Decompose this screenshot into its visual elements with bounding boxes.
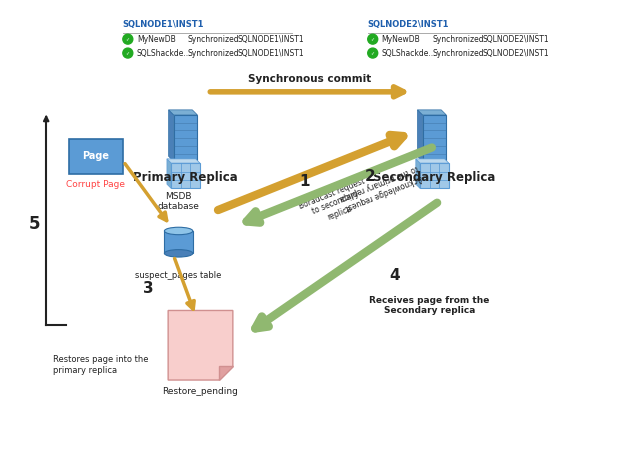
Text: MSDB
database: MSDB database bbox=[158, 192, 200, 211]
Polygon shape bbox=[416, 159, 420, 189]
Text: Synchronized: Synchronized bbox=[432, 49, 484, 58]
Text: MyNewDB: MyNewDB bbox=[382, 35, 421, 44]
Text: ✓: ✓ bbox=[371, 51, 375, 55]
Text: suspect_pages table: suspect_pages table bbox=[135, 271, 222, 280]
Polygon shape bbox=[168, 310, 233, 380]
Polygon shape bbox=[168, 110, 173, 161]
Text: Page: Page bbox=[82, 152, 109, 161]
Text: SQLNODE2\INST1: SQLNODE2\INST1 bbox=[368, 20, 449, 29]
Text: Corrupt Page: Corrupt Page bbox=[67, 180, 125, 189]
Circle shape bbox=[123, 48, 133, 58]
Circle shape bbox=[368, 48, 378, 58]
Polygon shape bbox=[417, 110, 422, 161]
Text: SQLNODE2\INST1: SQLNODE2\INST1 bbox=[482, 35, 549, 44]
Ellipse shape bbox=[164, 249, 193, 257]
Text: ✓: ✓ bbox=[126, 37, 130, 41]
Text: 1: 1 bbox=[300, 174, 310, 189]
Ellipse shape bbox=[164, 227, 193, 235]
Polygon shape bbox=[167, 159, 171, 189]
FancyBboxPatch shape bbox=[420, 163, 449, 189]
Text: MyNewDB: MyNewDB bbox=[137, 35, 175, 44]
Text: ✓: ✓ bbox=[371, 37, 375, 41]
Circle shape bbox=[368, 34, 378, 44]
Text: Synchronous commit: Synchronous commit bbox=[248, 74, 372, 84]
Text: Restore_pending: Restore_pending bbox=[163, 387, 238, 396]
Text: Synchronized: Synchronized bbox=[188, 35, 239, 44]
Text: 3: 3 bbox=[144, 281, 154, 296]
Polygon shape bbox=[168, 110, 197, 115]
FancyBboxPatch shape bbox=[422, 115, 446, 161]
Text: SQLShackde...: SQLShackde... bbox=[382, 49, 436, 58]
Bar bbox=[164, 231, 193, 253]
FancyBboxPatch shape bbox=[171, 163, 200, 189]
Text: SQLNODE2\INST1: SQLNODE2\INST1 bbox=[482, 49, 549, 58]
Polygon shape bbox=[219, 366, 233, 380]
Text: 4: 4 bbox=[389, 268, 400, 283]
Text: 2: 2 bbox=[364, 169, 375, 184]
Polygon shape bbox=[417, 110, 446, 115]
Text: Acknowledge request
to the primary replica: Acknowledge request to the primary repli… bbox=[339, 163, 424, 212]
Text: Primary Replica: Primary Replica bbox=[133, 171, 238, 184]
Text: Synchronized: Synchronized bbox=[188, 49, 239, 58]
FancyBboxPatch shape bbox=[69, 139, 124, 174]
Polygon shape bbox=[416, 159, 449, 163]
Polygon shape bbox=[167, 159, 200, 163]
Text: Receives page from the
Secondary replica: Receives page from the Secondary replica bbox=[369, 295, 490, 315]
Text: SQLNODE1\INST1: SQLNODE1\INST1 bbox=[123, 20, 204, 29]
Circle shape bbox=[123, 34, 133, 44]
Text: ✓: ✓ bbox=[126, 51, 130, 55]
Text: SQLNODE1\INST1: SQLNODE1\INST1 bbox=[237, 49, 304, 58]
Text: SQLNODE1\INST1: SQLNODE1\INST1 bbox=[237, 35, 304, 44]
Text: Boradcast request
to secondary
replica: Boradcast request to secondary replica bbox=[297, 176, 374, 230]
FancyBboxPatch shape bbox=[173, 115, 197, 161]
Text: Restores page into the
primary replica: Restores page into the primary replica bbox=[53, 355, 149, 375]
Text: 5: 5 bbox=[29, 215, 40, 233]
Text: Synchronized: Synchronized bbox=[432, 35, 484, 44]
Text: Secondary Replica: Secondary Replica bbox=[373, 171, 495, 184]
Text: SQLShackde...: SQLShackde... bbox=[137, 49, 192, 58]
